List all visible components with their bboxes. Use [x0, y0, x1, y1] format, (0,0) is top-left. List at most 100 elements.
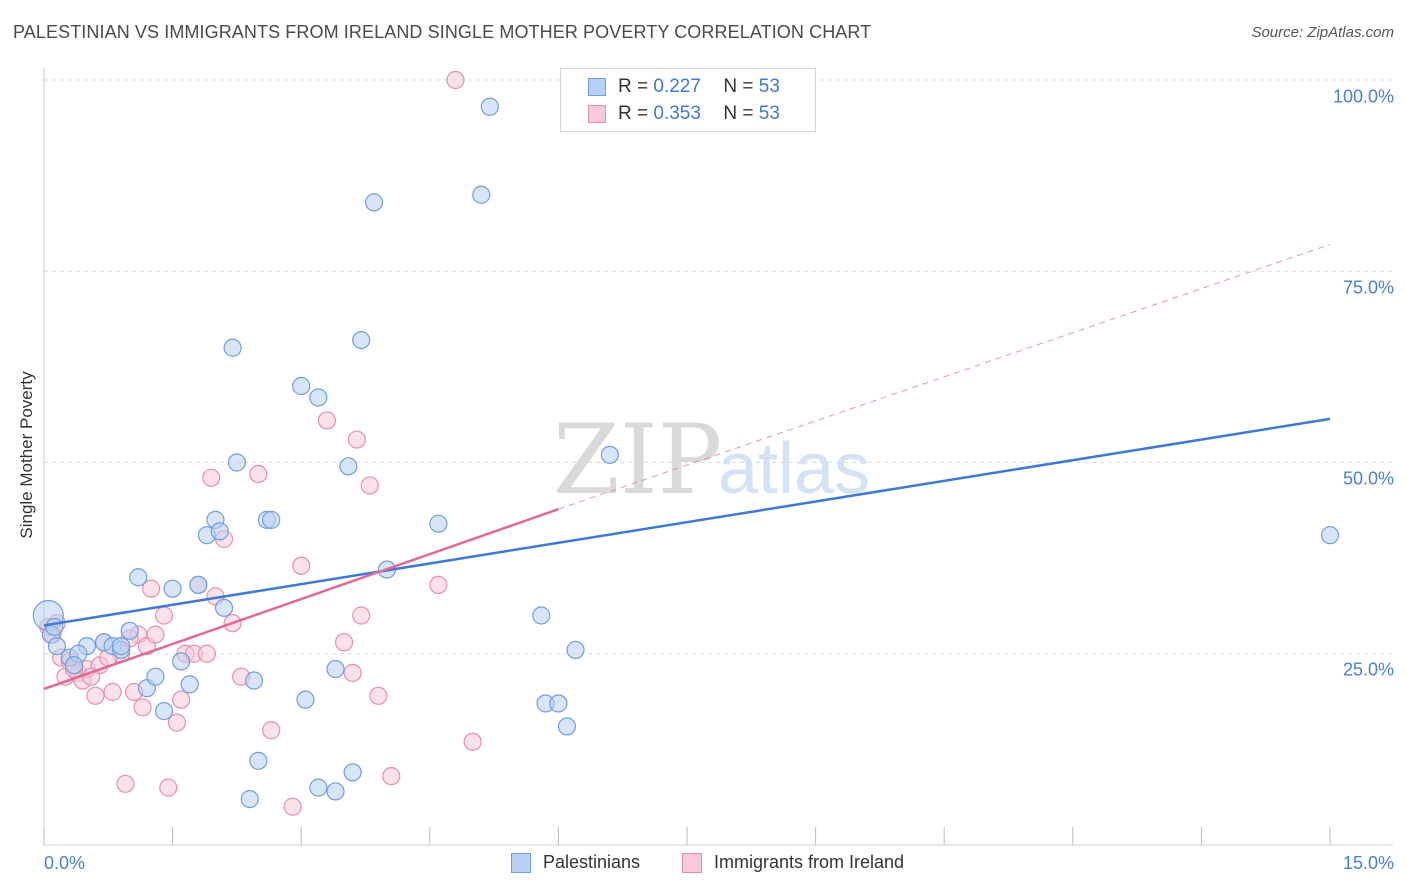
data-point [352, 606, 371, 625]
data-point [557, 717, 577, 736]
data-point [343, 763, 362, 782]
data-point [189, 575, 208, 595]
y-tick-25: 25.0% [1342, 659, 1394, 680]
data-point [47, 636, 66, 656]
data-point [446, 70, 465, 90]
data-point [339, 457, 358, 476]
data-point [382, 767, 401, 786]
data-point [197, 644, 216, 663]
data-point [283, 797, 302, 816]
data-point [429, 514, 448, 533]
legend-n-label: N = [723, 103, 754, 124]
data-point [64, 656, 84, 675]
chart-title: PALESTINIAN VS IMMIGRANTS FROM IRELAND S… [13, 22, 872, 42]
series-legend-label: Immigrants from Ireland [714, 852, 905, 872]
chart-source: Source: ZipAtlas.com [1251, 24, 1394, 41]
data-point [202, 468, 221, 487]
y-tick-50: 50.0% [1342, 468, 1394, 489]
data-point [112, 636, 131, 656]
legend-r-value: 0.353 [653, 103, 701, 124]
data-point [262, 721, 281, 740]
data-point [227, 453, 246, 472]
legend-row-immigrants-from-ireland: R = 0.353 N = 53 [561, 101, 780, 127]
data-point [309, 388, 328, 407]
series-immigrants-from-ireland [39, 70, 482, 816]
data-point [292, 556, 311, 575]
series-palestinians [32, 97, 1340, 809]
data-point [163, 579, 182, 598]
data-point [360, 476, 379, 495]
data-point [463, 732, 482, 751]
data-point [352, 331, 371, 350]
data-point [472, 185, 491, 204]
legend-n-value: 53 [758, 103, 780, 124]
data-point [296, 690, 315, 709]
data-point [429, 575, 448, 595]
data-point [133, 698, 152, 717]
data-point [249, 751, 268, 770]
data-point [262, 510, 281, 529]
data-point [214, 598, 234, 617]
data-point [146, 667, 165, 686]
legend-n-value: 53 [758, 76, 780, 97]
data-point [86, 686, 105, 705]
axes [43, 68, 1393, 846]
legend-r-label: R = [618, 103, 649, 124]
data-point [103, 682, 122, 702]
data-point [120, 621, 139, 640]
legend-swatch-pink [588, 105, 606, 123]
data-point [172, 652, 191, 671]
legend-row-palestinians: R = 0.227 N = 53 [561, 74, 780, 100]
stats-legend: R = 0.227 N = 53 R = 0.353 N = 53 [560, 68, 816, 132]
y-tick-100: 100.0% [1332, 86, 1394, 107]
data-point [146, 625, 165, 644]
data-point [334, 633, 354, 652]
watermark-zip: ZIP [553, 404, 722, 516]
y-tick-75: 75.0% [1342, 277, 1394, 298]
trend-line-palestinians [43, 417, 1331, 627]
x-tick-15: 15.0% [1342, 853, 1394, 873]
data-point [180, 675, 199, 694]
data-point [154, 702, 174, 721]
x-tick-0: 0.0% [44, 853, 86, 873]
legend-r-label: R = [618, 76, 649, 97]
data-point [326, 659, 345, 679]
data-point [223, 338, 242, 357]
data-point [600, 445, 619, 464]
data-point [159, 778, 178, 797]
series-legend-swatch-pink [682, 852, 702, 873]
series-legend-immigrants-from-ireland: Immigrants from Ireland [682, 852, 904, 873]
legend-n-label: N = [723, 76, 754, 97]
data-point [240, 789, 259, 809]
series-legend-palestinians: Palestinians [511, 852, 640, 873]
data-point [309, 778, 328, 797]
data-point [347, 430, 367, 449]
legend-swatch-blue [588, 78, 606, 96]
series-legend-swatch-blue [511, 852, 531, 873]
grid-lines [44, 79, 1393, 655]
data-point [172, 690, 191, 709]
data-point [364, 193, 384, 212]
data-point [1320, 526, 1340, 545]
data-point [326, 782, 345, 801]
data-point [343, 663, 362, 682]
data-point [317, 411, 337, 430]
trend-lines [43, 244, 1331, 691]
trend-extension-immigrants-from-ireland [558, 244, 1331, 510]
data-point [129, 568, 148, 587]
data-point [116, 774, 135, 793]
data-point [566, 640, 585, 660]
data-point [154, 606, 174, 625]
data-point [292, 376, 311, 396]
data-point [549, 694, 568, 713]
series-legend-label: Palestinians [543, 852, 641, 872]
trend-line-immigrants-from-ireland [43, 507, 559, 691]
legend-r-value: 0.227 [653, 76, 701, 97]
data-point [167, 713, 186, 732]
data-point [244, 671, 264, 690]
data-point [369, 686, 388, 705]
data-point [142, 579, 161, 598]
data-point [45, 617, 64, 637]
data-point [249, 464, 268, 484]
